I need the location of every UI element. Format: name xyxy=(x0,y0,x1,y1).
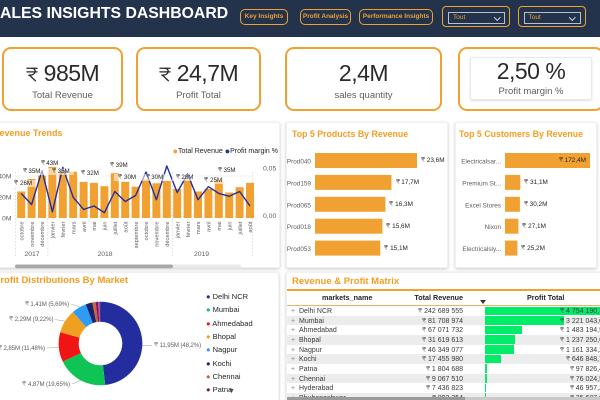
svg-text:juin: juin xyxy=(103,222,109,232)
svg-text:2018: 2018 xyxy=(97,251,112,258)
svg-text:mai: mai xyxy=(92,222,98,231)
svg-text:Prod065: Prod065 xyxy=(287,202,312,209)
svg-text:janvier: janvier xyxy=(51,221,57,239)
svg-text:octobre: octobre xyxy=(19,222,25,241)
svg-text:Prod053: Prod053 xyxy=(287,246,312,253)
svg-text:0M: 0M xyxy=(2,215,12,222)
svg-text:2017: 2017 xyxy=(24,251,39,258)
svg-text:Electricalsly...: Electricalsly... xyxy=(462,246,501,253)
svg-text:Prod159: Prod159 xyxy=(287,180,312,187)
svg-text:février: février xyxy=(186,221,192,237)
svg-text:mars: mars xyxy=(71,221,77,234)
svg-text:avril: avril xyxy=(82,222,88,232)
svg-text:février: février xyxy=(61,221,67,237)
svg-text:janvier: janvier xyxy=(175,221,181,239)
svg-text:juillet: juillet xyxy=(238,221,244,235)
svg-text:Premium St...: Premium St... xyxy=(462,180,501,187)
svg-text:mars: mars xyxy=(196,221,202,234)
svg-text:Prod040: Prod040 xyxy=(287,159,312,166)
svg-text:Excel Stores: Excel Stores xyxy=(465,202,501,209)
svg-text:octobre: octobre xyxy=(144,222,150,241)
svg-text:Nixon: Nixon xyxy=(485,224,502,231)
svg-text:décembre: décembre xyxy=(165,222,171,247)
svg-text:Prod018: Prod018 xyxy=(287,224,312,231)
svg-text:avril: avril xyxy=(207,222,213,232)
svg-text:novembre: novembre xyxy=(30,222,36,247)
svg-text:2019: 2019 xyxy=(194,251,209,258)
svg-text:20M: 20M xyxy=(0,194,12,201)
svg-text:juin: juin xyxy=(227,222,233,232)
svg-text:0,00: 0,00 xyxy=(263,213,276,220)
svg-text:août: août xyxy=(248,221,254,232)
svg-text:40M: 40M xyxy=(0,173,12,180)
svg-text:août: août xyxy=(123,221,129,232)
svg-text:septembre: septembre xyxy=(134,222,140,249)
svg-text:juillet: juillet xyxy=(113,221,119,235)
svg-text:Electricalsar...: Electricalsar... xyxy=(461,159,501,166)
svg-text:mai: mai xyxy=(217,222,223,231)
svg-text:décembre: décembre xyxy=(40,222,46,247)
svg-text:0,05: 0,05 xyxy=(263,165,276,172)
svg-text:novembre: novembre xyxy=(155,222,161,247)
